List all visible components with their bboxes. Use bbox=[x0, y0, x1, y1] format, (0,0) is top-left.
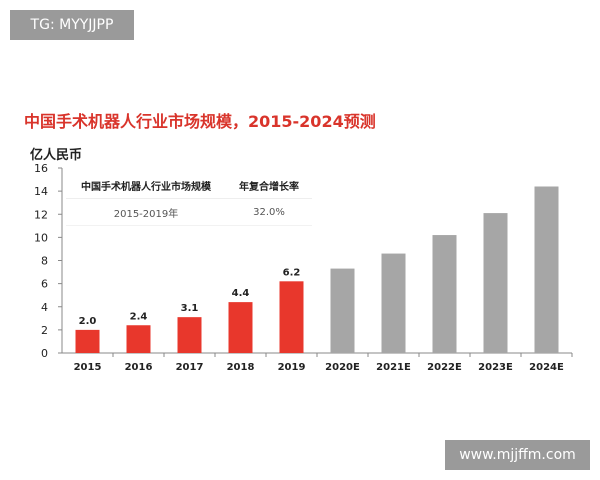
data-label: 2.4 bbox=[130, 311, 148, 322]
x-tick-label: 2018 bbox=[227, 362, 255, 373]
y-tick-label: 8 bbox=[41, 255, 48, 268]
x-tick-label: 2017 bbox=[176, 362, 204, 373]
y-axis-label: 亿人民币 bbox=[30, 148, 83, 163]
x-tick-label: 2024E bbox=[529, 362, 564, 373]
bar bbox=[75, 329, 100, 353]
y-tick-label: 6 bbox=[41, 278, 48, 291]
y-tick-label: 10 bbox=[34, 231, 48, 244]
x-tick-label: 2015 bbox=[74, 362, 102, 373]
cell: 2015-2019年 bbox=[113, 208, 179, 220]
bar bbox=[126, 325, 151, 353]
x-tick-label: 2019 bbox=[278, 362, 306, 373]
y-tick-label: 14 bbox=[34, 185, 48, 198]
inset-table: 中国手术机器人行业市场规模 年复合增长率 2015-2019年 32.0% bbox=[66, 172, 312, 226]
x-tick-label: 2016 bbox=[125, 362, 153, 373]
bar bbox=[279, 281, 304, 353]
bar bbox=[483, 213, 508, 353]
bar bbox=[177, 317, 202, 353]
header-cell: 中国手术机器人行业市场规模 bbox=[81, 181, 211, 193]
y-tick-label: 4 bbox=[41, 301, 48, 314]
data-label: 3.1 bbox=[181, 303, 199, 314]
watermark-label: www.mjjffm.com bbox=[445, 440, 590, 470]
x-tick-label: 2020E bbox=[325, 362, 360, 373]
bar bbox=[534, 186, 559, 353]
bar bbox=[381, 253, 406, 353]
y-tick-label: 2 bbox=[41, 324, 48, 337]
x-tick-label: 2023E bbox=[478, 362, 513, 373]
x-tick-label: 2021E bbox=[376, 362, 411, 373]
bar bbox=[228, 302, 253, 353]
cell: 32.0% bbox=[253, 206, 285, 218]
y-tick-label: 12 bbox=[34, 208, 48, 221]
data-label: 4.4 bbox=[232, 288, 250, 299]
chart-title: 中国手术机器人行业市场规模，2015-2024预测 bbox=[24, 112, 376, 131]
y-tick-label: 16 bbox=[34, 162, 48, 175]
header-cell: 年复合增长率 bbox=[239, 181, 299, 193]
inset-table-row: 2015-2019年 32.0% bbox=[66, 199, 312, 226]
bar bbox=[432, 235, 457, 353]
inset-table-header: 中国手术机器人行业市场规模 年复合增长率 bbox=[66, 172, 312, 199]
y-tick-label: 0 bbox=[41, 347, 48, 360]
data-label: 2.0 bbox=[79, 316, 97, 327]
bar bbox=[330, 268, 355, 353]
tag-label: TG: MYYJJPP bbox=[10, 10, 134, 40]
data-label: 6.2 bbox=[283, 267, 301, 278]
x-tick-label: 2022E bbox=[427, 362, 462, 373]
